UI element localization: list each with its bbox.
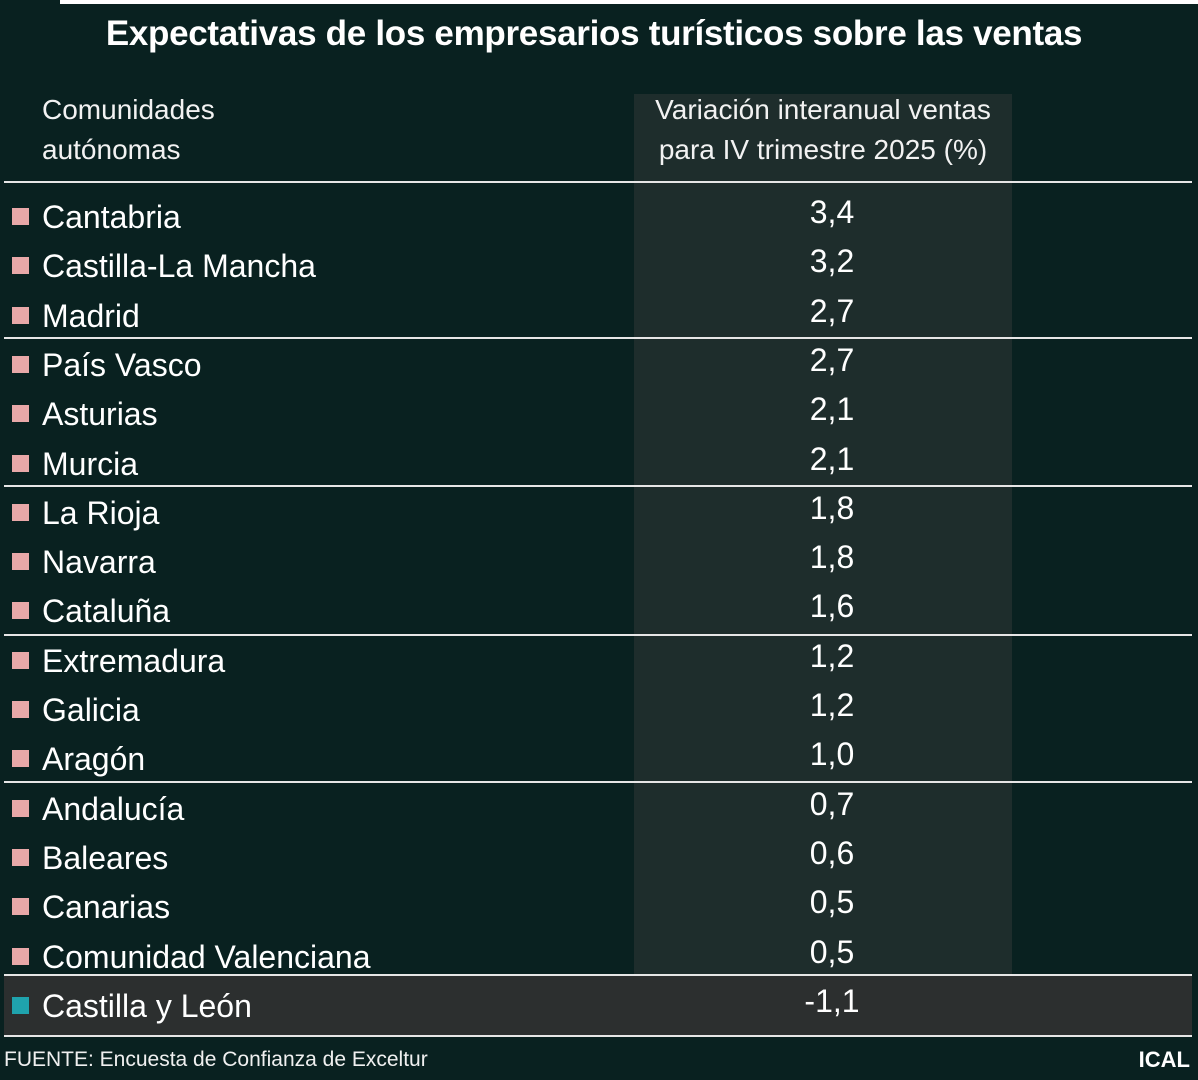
table-row: Baleares 0,6 (0, 834, 1198, 883)
row-marker-square (12, 701, 29, 718)
value-label: 2,7 (809, 341, 855, 378)
value-label: 0,5 (809, 933, 855, 970)
row-marker-square (12, 799, 29, 817)
table-row: La Rioja 1,8 (0, 489, 1198, 538)
region-label: Baleares (42, 839, 169, 876)
table-row: Castilla-La Mancha 3,2 (0, 242, 1198, 291)
region-label: Cataluña (42, 593, 171, 630)
region-label: País Vasco (42, 346, 202, 383)
region-label: La Rioja (42, 494, 160, 531)
row-marker-square (12, 306, 29, 324)
bottom-divider (4, 1035, 1192, 1037)
region-header-line-1: Comunidades (42, 94, 215, 125)
table-row: Madrid 2,7 (0, 292, 1198, 341)
table-row: Canarias 0,5 (0, 883, 1198, 932)
row-marker-square (12, 553, 29, 571)
value-label: 1,0 (809, 736, 855, 773)
table-row: Castilla y León -1,1 (0, 982, 1198, 1031)
row-marker-square (12, 898, 29, 916)
value-label: 1,8 (809, 539, 855, 576)
row-marker-square (12, 848, 29, 866)
table-row: Asturias 2,1 (0, 390, 1198, 439)
value-label: 2,1 (809, 391, 855, 428)
table-row: Cantabria 3,4 (0, 193, 1198, 242)
table-row: Extremadura 1,2 (0, 637, 1198, 686)
group-divider (4, 634, 1192, 636)
region-header-line-2: autónomas (42, 134, 181, 165)
group-divider (4, 337, 1192, 339)
row-marker-square (12, 750, 29, 768)
value-label: 1,2 (809, 637, 855, 674)
region-label: Castilla y León (42, 987, 252, 1024)
value-label: -1,1 (804, 982, 860, 1019)
region-label: Canarias (42, 889, 171, 926)
header-divider (4, 181, 1192, 183)
row-marker-square (12, 355, 29, 373)
row-marker-square (12, 503, 29, 521)
row-marker-square (12, 454, 29, 472)
value-header-line-1: Variación interanual ventas (655, 94, 991, 125)
chart-title: Expectativas de los empresarios turístic… (105, 14, 1083, 53)
value-label: 2,1 (809, 440, 855, 477)
region-label: Extremadura (42, 642, 226, 679)
table-row: Murcia 2,1 (0, 440, 1198, 489)
region-label: Galicia (42, 692, 140, 728)
source-note: FUENTE: Encuesta de Confianza de Exceltu… (4, 1048, 428, 1071)
table-row: Navarra 1,8 (0, 538, 1198, 587)
table-row: País Vasco 2,7 (0, 341, 1198, 390)
region-label: Murcia (42, 445, 139, 482)
value-label: 1,6 (809, 588, 855, 625)
table-row: Cataluña 1,6 (0, 587, 1198, 636)
row-marker-square (12, 947, 29, 965)
region-label: Aragón (42, 741, 146, 778)
row-marker-square (12, 208, 29, 225)
value-label: 2,7 (809, 292, 855, 329)
table-row: Comunidad Valenciana 0,5 (0, 933, 1198, 982)
table-row: Aragón 1,0 (0, 735, 1198, 784)
group-divider (4, 974, 1192, 976)
value-label: 3,2 (809, 243, 855, 280)
value-column-background (634, 94, 1012, 974)
row-marker-square (12, 257, 29, 275)
region-label: Andalucía (42, 790, 185, 827)
table-row: Galicia 1,2 (0, 686, 1198, 735)
region-label: Madrid (42, 297, 140, 334)
top-rule (60, 0, 1198, 4)
table-row: Andalucía 0,7 (0, 785, 1198, 834)
region-label: Navarra (42, 544, 156, 581)
row-marker-square (12, 405, 29, 423)
row-marker-square (12, 651, 29, 669)
value-label: 0,5 (809, 884, 855, 921)
value-label: 3,4 (809, 194, 855, 230)
region-label: Cantabria (42, 199, 181, 235)
region-label: Asturias (42, 396, 158, 433)
value-column-header: Variación interanual ventas para IV trim… (634, 90, 1012, 170)
highlight-row-background (4, 975, 1192, 1035)
value-label: 0,7 (809, 785, 855, 822)
group-divider (4, 485, 1192, 487)
brand-logo: ICAL (1138, 1047, 1190, 1072)
row-marker-square (12, 602, 29, 620)
group-divider (4, 781, 1192, 783)
region-label: Castilla-La Mancha (42, 248, 316, 285)
region-label: Comunidad Valenciana (42, 938, 371, 975)
region-column-header: Comunidades autónomas (42, 90, 215, 170)
row-marker-square (12, 996, 29, 1014)
value-header-line-2: para IV trimestre 2025 (%) (658, 134, 988, 165)
value-label: 0,6 (809, 834, 855, 871)
value-label: 1,2 (809, 687, 855, 723)
value-label: 1,8 (809, 489, 855, 526)
